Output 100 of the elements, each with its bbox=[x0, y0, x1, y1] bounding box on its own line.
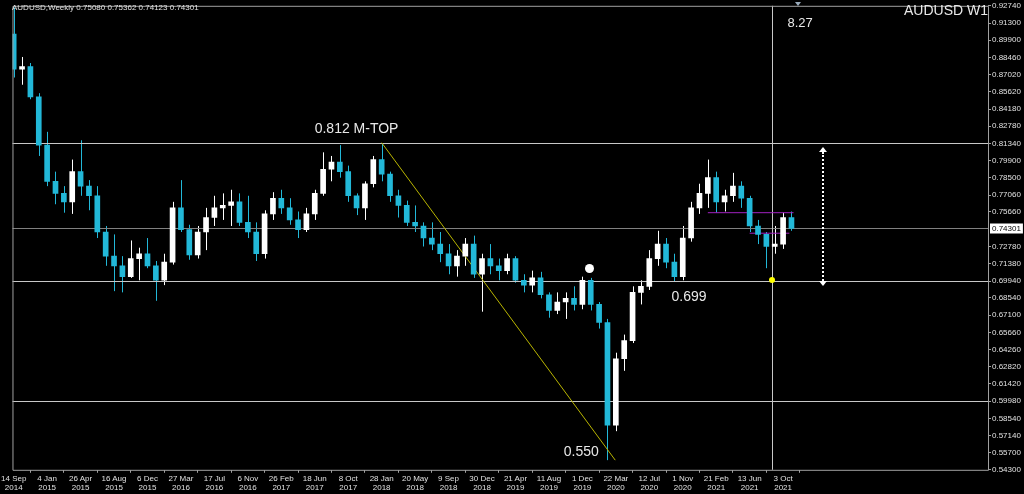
candlestick bbox=[194, 225, 201, 260]
candlestick bbox=[61, 185, 67, 214]
candlestick bbox=[763, 231, 770, 269]
x-tick-label: 22 Mar 2020 bbox=[603, 473, 629, 493]
y-tick-label: 0.88460 bbox=[992, 52, 1022, 62]
x-tick-label: 11 Aug 2019 bbox=[536, 473, 562, 493]
candlestick bbox=[127, 239, 134, 279]
candlestick bbox=[311, 189, 318, 221]
x-tick-label: 14 Sep 2014 bbox=[1, 473, 27, 493]
x-tick-label: 28 Jan 2018 bbox=[369, 473, 394, 493]
candlestick bbox=[144, 237, 151, 269]
candlestick bbox=[638, 279, 644, 305]
annotation: 0.812 M-TOP bbox=[314, 120, 399, 137]
candlestick bbox=[596, 301, 602, 330]
y-tick-label: 0.68540 bbox=[992, 293, 1022, 303]
candlestick bbox=[445, 243, 452, 275]
y-tick-label: 0.69940 bbox=[992, 276, 1022, 286]
chart-subtitle: AUDUSD,Weekly 0.75080 0.75362 0.74123 0.74301 bbox=[12, 3, 199, 12]
x-tick-label: 6 Nov 2016 bbox=[237, 473, 259, 493]
candlestick bbox=[454, 249, 460, 278]
candlestick bbox=[270, 191, 276, 221]
annotation: 0.550 bbox=[563, 443, 599, 459]
x-tick-label: 18 Jun 2017 bbox=[302, 473, 327, 493]
y-tick-label: 0.81340 bbox=[992, 138, 1022, 148]
candlestick bbox=[86, 179, 92, 211]
candlestick bbox=[253, 221, 260, 262]
candlestick bbox=[178, 179, 184, 233]
y-tick-label: 0.89900 bbox=[992, 35, 1022, 45]
candlestick bbox=[621, 334, 628, 372]
x-tick-label: 21 Apr 2019 bbox=[503, 473, 528, 493]
x-tick-label: 9 Sep 2018 bbox=[438, 473, 460, 493]
x-tick-label: 17 Jul 2016 bbox=[203, 473, 226, 493]
y-tick-label: 0.87020 bbox=[992, 70, 1022, 80]
candlestick bbox=[52, 171, 59, 205]
candlestick bbox=[353, 192, 360, 216]
ref-line-label: 0.74301 bbox=[992, 223, 1022, 233]
candlestick bbox=[387, 171, 393, 203]
y-tick-label: 0.75660 bbox=[992, 207, 1022, 217]
candlestick bbox=[546, 291, 552, 319]
candlestick bbox=[521, 273, 527, 293]
candlestick bbox=[738, 180, 745, 209]
ref-line-label: 8.27 bbox=[787, 15, 813, 31]
candlestick bbox=[721, 189, 728, 212]
candlestick bbox=[479, 253, 485, 313]
x-tick-label: 1 Dec 2019 bbox=[571, 473, 593, 493]
x-tick-label: 21 Feb 2021 bbox=[703, 473, 730, 493]
candlestick bbox=[403, 200, 410, 227]
candlestick bbox=[228, 189, 234, 227]
candlestick bbox=[236, 192, 243, 227]
candlestick bbox=[337, 144, 343, 179]
candlestick bbox=[295, 210, 301, 239]
y-tick-label: 0.85620 bbox=[992, 86, 1022, 96]
candlestick bbox=[203, 207, 209, 251]
candlestick bbox=[161, 253, 168, 286]
y-tick-label: 0.67100 bbox=[992, 310, 1022, 320]
x-tick-label: 30 Dec 2018 bbox=[469, 473, 495, 493]
y-tick-label: 0.62820 bbox=[992, 362, 1022, 372]
candlestick bbox=[504, 253, 510, 275]
y-tick-label: 0.55700 bbox=[992, 448, 1022, 458]
candlestick bbox=[136, 247, 142, 281]
y-tick-label: 0.59980 bbox=[992, 396, 1022, 406]
y-tick-label: 0.54300 bbox=[992, 465, 1022, 474]
x-tick-label: 4 Jan 2015 bbox=[37, 473, 57, 493]
candlestick bbox=[529, 270, 536, 293]
x-tick-label: 13 Jun 2021 bbox=[737, 473, 762, 493]
candlestick bbox=[788, 210, 795, 232]
annotation: 0.699 bbox=[671, 287, 707, 304]
y-tick-label: 0.64260 bbox=[992, 344, 1022, 354]
x-tick-label: 6 Dec 2015 bbox=[137, 473, 158, 493]
y-tick-label: 0.61420 bbox=[992, 379, 1022, 389]
candlestick bbox=[495, 258, 502, 281]
candlestick bbox=[412, 204, 418, 233]
candlestick bbox=[19, 56, 25, 86]
candlestick bbox=[771, 225, 778, 255]
candlestick bbox=[730, 172, 736, 203]
candlestick bbox=[219, 192, 226, 221]
candlestick bbox=[663, 237, 669, 269]
y-tick-label: 0.77060 bbox=[992, 190, 1022, 200]
candlestick bbox=[111, 233, 117, 292]
y-tick-label: 0.78500 bbox=[992, 172, 1022, 182]
x-tick-label: 16 Aug 2015 bbox=[101, 473, 127, 493]
candlestick bbox=[278, 189, 285, 215]
candlestick bbox=[554, 291, 561, 315]
x-tick-label: 12 Jul 2020 bbox=[638, 473, 661, 493]
y-tick-label: 0.57140 bbox=[992, 430, 1022, 440]
candlestick bbox=[705, 159, 711, 209]
x-tick-label: 26 Apr 2015 bbox=[69, 473, 93, 493]
x-tick-label: 26 Feb 2017 bbox=[268, 473, 295, 493]
x-tick-label: 8 Oct 2017 bbox=[338, 473, 359, 493]
y-tick-label: 0.71380 bbox=[992, 258, 1022, 268]
y-tick-label: 0.84180 bbox=[992, 104, 1022, 114]
chart-title: AUDUSD W1 bbox=[903, 2, 988, 18]
candlestick bbox=[512, 255, 519, 284]
x-tick-label: 20 May 2018 bbox=[402, 473, 429, 493]
candlestick bbox=[755, 219, 761, 245]
y-tick-label: 0.79900 bbox=[992, 155, 1022, 165]
y-tick-label: 0.92740 bbox=[992, 1, 1022, 10]
candlestick bbox=[571, 285, 577, 311]
x-tick-label: 27 Mar 2016 bbox=[168, 473, 194, 493]
y-tick-label: 0.91300 bbox=[992, 18, 1022, 28]
